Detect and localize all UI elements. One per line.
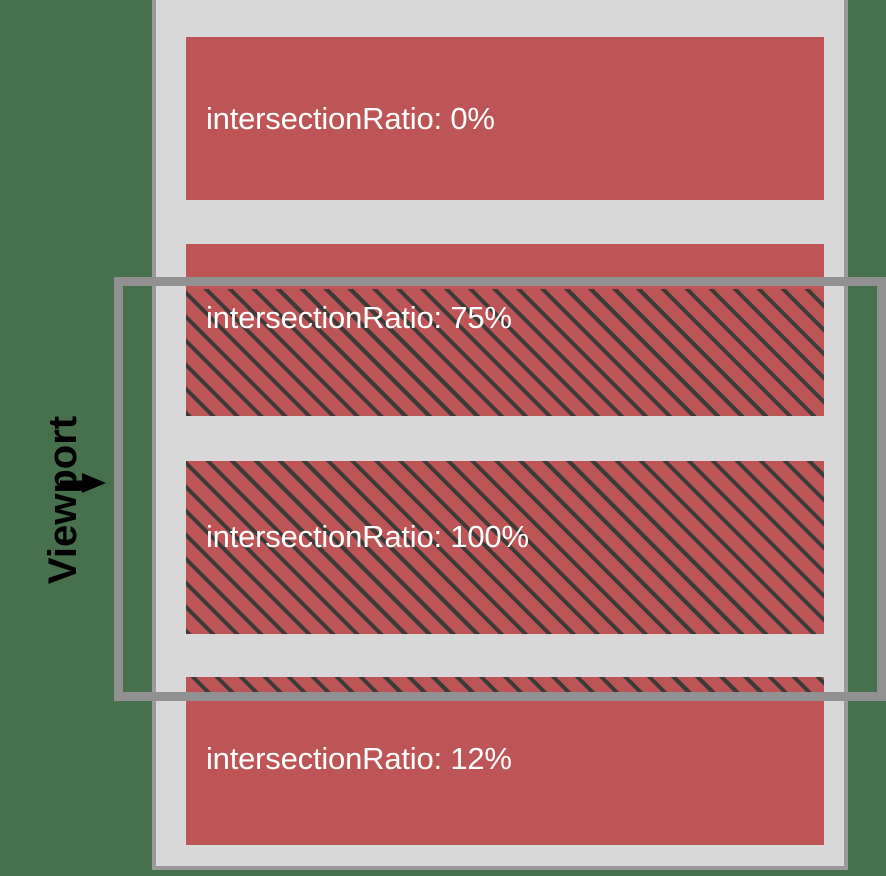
intersection-ratio-label: intersectionRatio: 75% — [206, 300, 512, 335]
target-box: intersectionRatio: 100% — [186, 461, 824, 634]
target-box: intersectionRatio: 75% — [186, 244, 824, 416]
intersection-ratio-label: intersectionRatio: 12% — [206, 741, 512, 776]
intersection-ratio-label: intersectionRatio: 0% — [206, 101, 495, 136]
scroll-container: intersectionRatio: 0% intersectionRatio: … — [152, 0, 848, 870]
viewport-label: Viewport — [41, 415, 85, 585]
target-box: intersectionRatio: 12% — [186, 677, 824, 845]
intersection-ratio-label: intersectionRatio: 100% — [206, 519, 529, 554]
arrow-right-icon — [60, 473, 106, 493]
target-box: intersectionRatio: 0% — [186, 37, 824, 200]
intersection-hatch-overlay — [186, 677, 824, 697]
